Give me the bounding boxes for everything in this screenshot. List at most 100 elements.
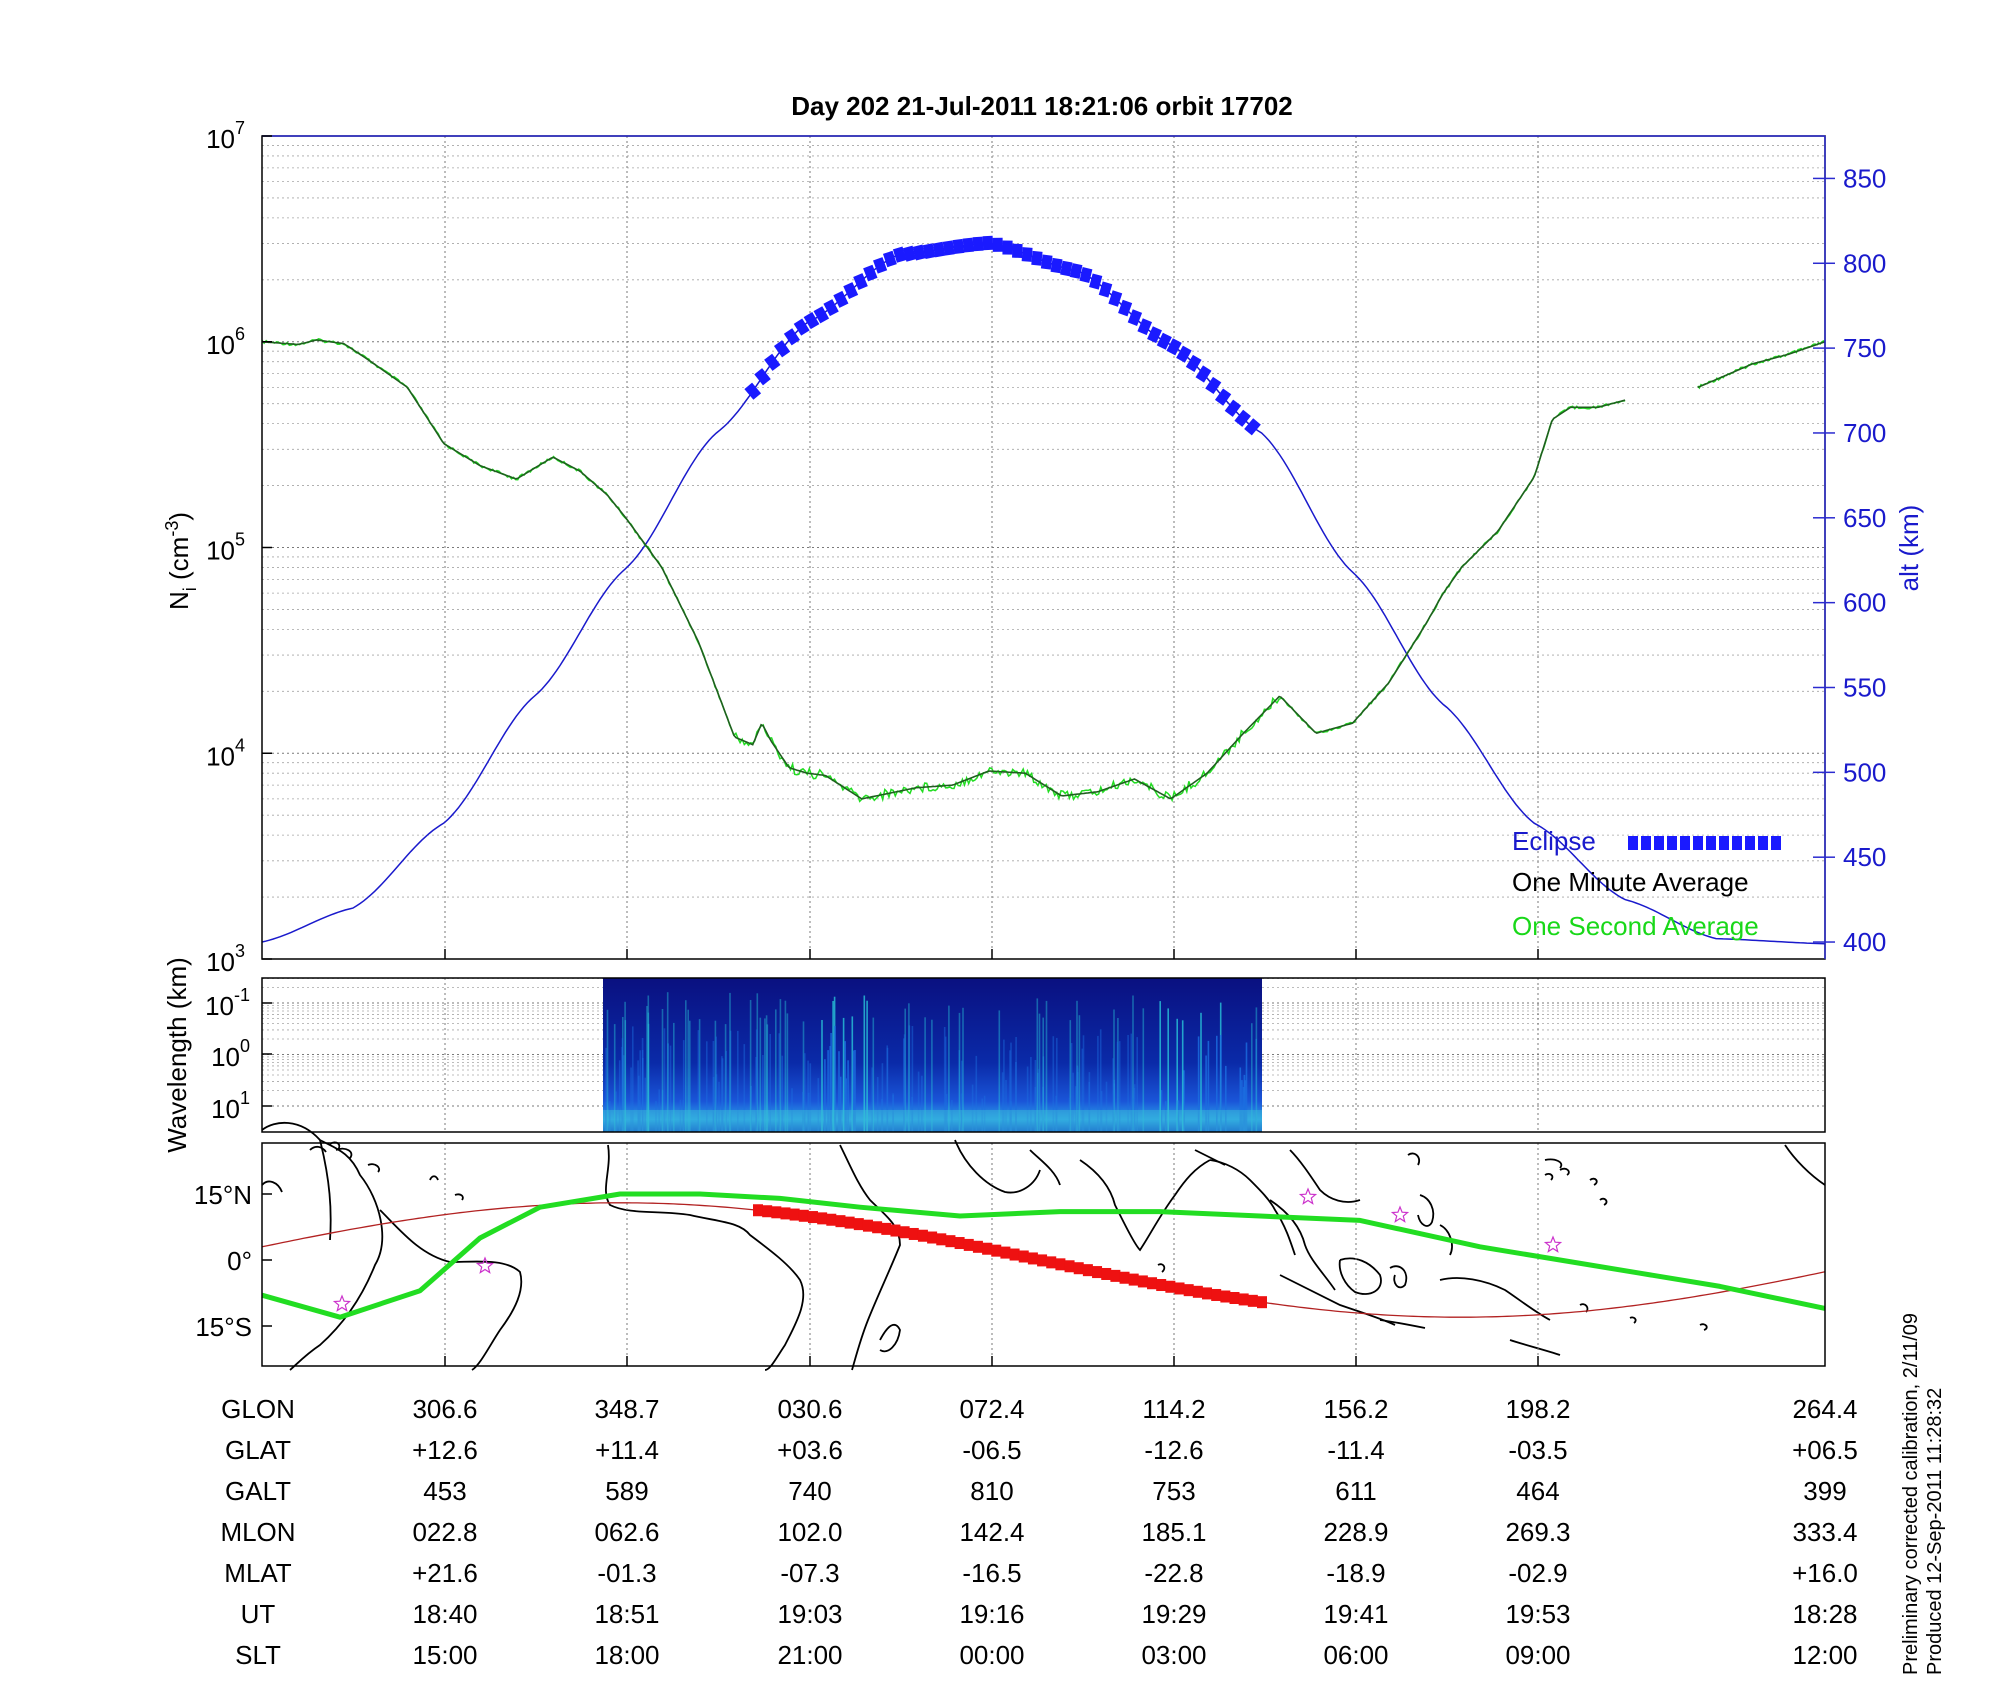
eclipse-marker [932, 241, 946, 258]
map-frame [261, 1142, 1826, 1367]
map-grid [444, 1143, 1539, 1366]
table-cell: -07.3 [780, 1558, 839, 1588]
table-cell: 072.4 [959, 1394, 1024, 1424]
spec-streak [689, 1020, 691, 1132]
eclipse-marker [1118, 299, 1133, 317]
eclipse-markers [744, 235, 1261, 436]
track-eclipse-marker [835, 1215, 846, 1228]
map-stars [332, 1187, 1563, 1312]
spec-streak [769, 1034, 771, 1132]
spec-streak [1205, 1055, 1207, 1132]
spec-streak [1181, 1020, 1184, 1132]
spec-streak [1088, 1081, 1090, 1132]
spec-streak [1042, 1056, 1045, 1132]
spec-streak [827, 1050, 829, 1132]
eclipse-marker [972, 236, 984, 252]
eclipse-marker [1050, 257, 1063, 274]
spec-streak [1225, 1065, 1227, 1132]
spec-streak [637, 1060, 639, 1132]
legend-eclipse-square [1745, 836, 1755, 850]
spec-streak [1037, 1072, 1039, 1132]
magnetic-equator [261, 1191, 1826, 1320]
track-eclipse-marker [780, 1207, 791, 1220]
spec-streak [1216, 1035, 1218, 1132]
legend-second: One Second Average [1512, 911, 1759, 941]
eclipse-marker [793, 318, 810, 336]
eclipse-marker [1002, 240, 1013, 255]
track-eclipse-marker [1046, 1256, 1057, 1269]
spec-streak [605, 1047, 607, 1132]
island-pac-4 [1544, 1173, 1554, 1181]
map-ticks: 15°N 0° 15°S [194, 1180, 1539, 1366]
spec-streak [613, 1024, 616, 1132]
table-cell: 18:00 [594, 1640, 659, 1670]
spec-streak [775, 1009, 777, 1132]
track-eclipse-marker [844, 1216, 855, 1229]
spec-streak [944, 1036, 947, 1132]
table-cell: -01.3 [597, 1558, 656, 1588]
coast-andes [319, 1139, 332, 1241]
table-cell: 399 [1803, 1476, 1846, 1506]
spec-streak [755, 1029, 758, 1132]
spec-streak [971, 1084, 974, 1132]
table-cell: -12.6 [1144, 1435, 1203, 1465]
eclipse-marker [813, 306, 830, 324]
spec-streak [729, 1030, 732, 1132]
island-srilanka [1157, 1263, 1166, 1273]
spec-streak [724, 1024, 727, 1132]
right-tick-label: 450 [1843, 842, 1886, 872]
island-pac-7 [1599, 1197, 1608, 1206]
spec-streak [1113, 1009, 1115, 1132]
table-cell: 102.0 [777, 1517, 842, 1547]
legend-eclipse-square [1758, 836, 1768, 850]
table-cell: 611 [1335, 1476, 1376, 1506]
legend-eclipse-square [1680, 836, 1690, 850]
spec-streak [622, 1017, 624, 1132]
spec-streak [663, 1028, 666, 1132]
one-minute-series [1697, 341, 1826, 389]
island-java [1379, 1319, 1426, 1329]
track-eclipse-marker [1229, 1291, 1240, 1304]
spec-streak [1015, 1062, 1017, 1132]
track-eclipse-marker [1000, 1246, 1011, 1259]
table-cell: 589 [605, 1476, 648, 1506]
table-cell: 022.8 [412, 1517, 477, 1547]
coast-mexico [261, 1180, 283, 1193]
track-eclipse-marker [1156, 1279, 1167, 1292]
coast-australia [1509, 1339, 1561, 1356]
spec-streak [639, 1050, 641, 1132]
eclipse-marker [803, 312, 820, 330]
track-eclipse-marker [1027, 1252, 1038, 1265]
track-eclipse-marker [1009, 1248, 1020, 1261]
table-cell: 333.4 [1792, 1517, 1857, 1547]
left-axis-label: Ni (cm-3) [162, 512, 200, 610]
right-tick-label: 850 [1843, 163, 1886, 193]
spec-streak [712, 1041, 715, 1132]
island-1 [309, 1145, 327, 1153]
table-cell: +16.0 [1792, 1558, 1858, 1588]
table-row-label: GLON [221, 1394, 295, 1424]
spec-streak [729, 992, 731, 1132]
spec-streak [1113, 1083, 1115, 1132]
spec-streak [756, 993, 759, 1132]
track-eclipse-marker [1092, 1266, 1103, 1279]
spec-streak [637, 1075, 640, 1132]
spec-streak [715, 1036, 717, 1132]
station-star-icon [1298, 1187, 1318, 1205]
spec-streak [1038, 1068, 1040, 1132]
spec-streak [669, 1045, 672, 1132]
spec-streak [1116, 1041, 1119, 1132]
spec-streak [1241, 1080, 1243, 1132]
track-eclipse-marker [927, 1231, 938, 1244]
spec-streak [641, 1050, 644, 1132]
track-eclipse-marker [890, 1224, 901, 1237]
eclipse-marker [1176, 345, 1192, 363]
spec-streak [743, 1044, 746, 1132]
table-row-label: SLT [235, 1640, 281, 1670]
spec-streak [962, 1007, 964, 1132]
island-luzon [1417, 1194, 1435, 1227]
spec-streak [1105, 1081, 1108, 1132]
station-star-icon [1543, 1235, 1563, 1253]
track-eclipse-marker [1174, 1282, 1185, 1295]
spec-streak [1076, 1000, 1078, 1132]
